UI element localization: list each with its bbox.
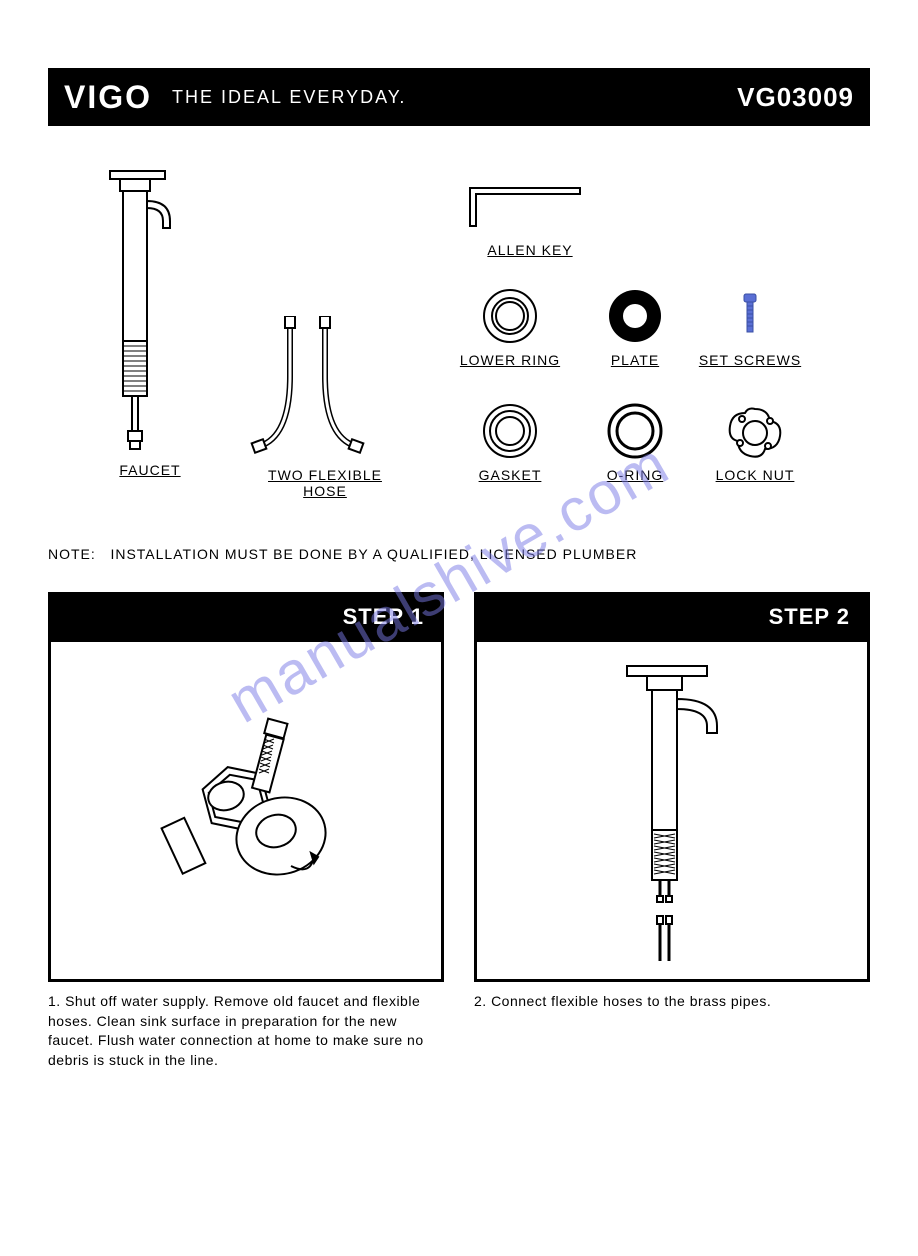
step-2-diagram [572, 651, 772, 971]
hose-label: TWO FLEXIBLE HOSE [245, 467, 405, 499]
gasket-icon [480, 401, 540, 461]
part-faucet: FAUCET [90, 166, 210, 478]
header-bar: VIGO THE IDEAL EVERYDAY. VG03009 [48, 68, 870, 126]
set-screws-icon [730, 286, 770, 346]
part-set-screws: SET SCREWS [695, 286, 805, 368]
note-prefix: NOTE: [48, 546, 96, 562]
steps-row: STEP 1 [48, 592, 870, 1070]
gasket-label: GASKET [465, 467, 555, 483]
step-2-title: STEP 2 [769, 604, 850, 630]
step-1-diagram [116, 681, 376, 941]
model-number: VG03009 [737, 82, 854, 113]
brand-logo: VIGO [64, 79, 152, 116]
note-text: INSTALLATION MUST BE DONE BY A QUALIFIED… [110, 546, 637, 562]
lock-nut-icon [720, 401, 790, 461]
tagline-text: THE IDEAL EVERYDAY. [172, 87, 406, 108]
step-2-header: STEP 2 [474, 592, 870, 642]
faucet-icon [90, 166, 190, 456]
step-1-header: STEP 1 [48, 592, 444, 642]
step-2-caption: 2. Connect flexible hoses to the brass p… [474, 992, 870, 1012]
part-lower-ring: LOWER RING [455, 286, 565, 368]
parts-grid: FAUCET TWO FLEXIBLE HOSE ALLEN KEY [70, 166, 870, 526]
allen-key-label: ALLEN KEY [460, 242, 600, 258]
lock-nut-label: LOCK NUT [705, 467, 805, 483]
part-gasket: GASKET [465, 401, 555, 483]
oring-icon [605, 401, 665, 461]
header-left: VIGO THE IDEAL EVERYDAY. [64, 79, 406, 116]
plate-icon [605, 286, 665, 346]
lower-ring-icon [480, 286, 540, 346]
step-1-image [48, 642, 444, 982]
installation-note: NOTE: INSTALLATION MUST BE DONE BY A QUA… [48, 546, 870, 562]
step-1-title: STEP 1 [343, 604, 424, 630]
step-2-image [474, 642, 870, 982]
allen-key-icon [460, 176, 590, 236]
step-1-block: STEP 1 [48, 592, 444, 1070]
step-1-caption: 1. Shut off water supply. Remove old fau… [48, 992, 444, 1070]
plate-label: PLATE [590, 352, 680, 368]
part-allen-key: ALLEN KEY [460, 176, 600, 258]
set-screws-label: SET SCREWS [695, 352, 805, 368]
oring-label: O-RING [590, 467, 680, 483]
hose-icon [245, 316, 375, 461]
step-2-block: STEP 2 [474, 592, 870, 1070]
part-hose: TWO FLEXIBLE HOSE [245, 316, 405, 499]
part-lock-nut: LOCK NUT [705, 401, 805, 483]
part-oring: O-RING [590, 401, 680, 483]
part-plate: PLATE [590, 286, 680, 368]
lower-ring-label: LOWER RING [455, 352, 565, 368]
faucet-label: FAUCET [90, 462, 210, 478]
